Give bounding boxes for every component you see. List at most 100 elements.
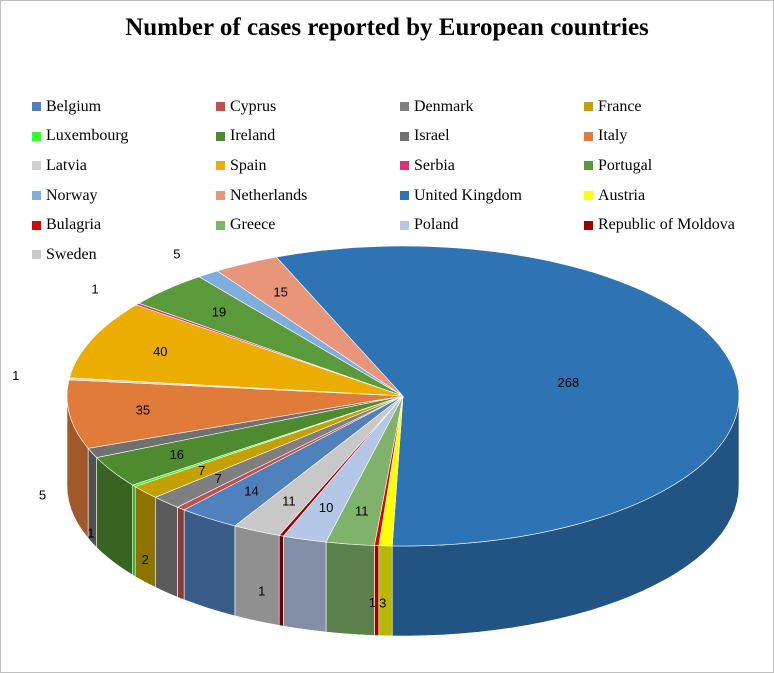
data-label-poland: 10 [319,500,333,515]
data-label-france: 7 [198,463,205,478]
legend-label: Norway [46,186,98,204]
data-label-denmark: 7 [215,471,222,486]
pie-slice-ireland [95,395,404,486]
legend-item-spain: Spain [216,151,400,181]
pie-side-poland [283,535,327,633]
legend-swatch [584,220,593,230]
pie-side-luxembourg [132,484,136,578]
pie-side-sweden [234,525,280,626]
legend-swatch [400,102,409,112]
legend-item-luxembourg: Luxembourg [32,122,216,152]
pie-slice-sweden [234,395,404,536]
legend-label: Israel [414,127,450,145]
pie-sides [66,395,740,637]
legend-item-austria: Austria [584,181,768,211]
legend-label: Serbia [414,156,455,174]
legend-label: Republic of Moldova [598,216,735,234]
data-label-luxembourg: 1 [87,526,94,541]
chart-title: Number of cases reported by European cou… [125,14,649,41]
legend-label: Italy [598,127,628,145]
legend-item-republic-of-moldova: Republic of Moldova [584,210,768,240]
legend-item-denmark: Denmark [400,92,584,122]
legend-label: Portugal [598,156,653,174]
data-label-spain: 40 [153,344,167,359]
pie-side-cyprus [177,506,185,601]
data-label-republic-of-moldova: 1 [258,584,265,599]
legend-label: Greece [230,216,276,234]
legend-swatch [584,191,593,201]
pie-side-belgium [183,509,236,617]
pie-slice-italy [66,379,404,449]
legend-item-france: France [584,92,768,122]
legend-item-israel: Israel [400,122,584,152]
legend-item-netherlands: Netherlands [216,181,400,211]
legend-label: Bulagria [46,216,102,234]
pie-slice-portugal [138,276,404,397]
legend-swatch [400,131,409,141]
pie-side-denmark [155,496,178,598]
data-label-cyprus: 2 [142,552,149,567]
legend-swatch [216,161,225,171]
legend-item-norway: Norway [32,181,216,211]
legend-label: Latvia [46,156,87,174]
legend-swatch [216,191,225,201]
legend-label: Austria [598,186,646,204]
legend-item-serbia: Serbia [400,151,584,181]
pie-slice-spain [69,304,404,397]
pie-slice-belgium [183,395,404,527]
legend-item-cyprus: Cyprus [216,92,400,122]
legend-swatch [32,161,41,171]
data-label-austria: 3 [379,595,386,610]
legend-item-belgium: Belgium [32,92,216,122]
data-label-belgium: 14 [244,484,258,499]
data-label-norway: 5 [173,246,180,261]
legend-swatch [584,131,593,141]
legend-label: Sweden [46,245,97,263]
legend-label: Poland [414,216,459,234]
legend-label: Denmark [414,97,474,115]
data-label-sweden: 11 [282,493,296,508]
legend-item-poland: Poland [400,210,584,240]
legend-label: Netherlands [230,186,308,204]
pie-side-greece [325,541,375,636]
pie-side-republic-of-moldova [278,535,284,627]
legend-label: Luxembourg [46,127,129,145]
legend-item-italy: Italy [584,122,768,152]
legend-item-latvia: Latvia [32,151,216,181]
pie-slice-greece [325,395,404,546]
legend-swatch [216,220,225,230]
data-label-portugal: 19 [212,305,226,320]
legend-item-united-kingdom: United Kingdom [400,181,584,211]
legend-item-bulagria: Bulagria [32,210,216,240]
legend-swatch [216,102,225,112]
pie-side-austria [378,545,393,637]
legend: Belgium Cyprus Denmark France Luxembourg Irel… [32,92,768,270]
legend-label: Ireland [230,127,276,145]
data-label-ireland: 16 [170,447,184,462]
pie-top [66,245,740,547]
legend-label: United Kingdom [414,186,522,204]
legend-item-ireland: Ireland [216,122,400,152]
legend-swatch [216,131,225,141]
legend-swatch [32,220,41,230]
legend-swatch [32,191,41,201]
data-label-greece: 11 [355,504,369,519]
data-label-netherlands: 15 [273,285,287,300]
pie-slice-united-kingdom [275,245,740,547]
legend-swatch [584,102,593,112]
legend-swatch [584,161,593,171]
legend-label: Cyprus [230,97,277,115]
data-label-bulagria: 1 [369,595,376,610]
pie-side-bulagria [374,545,380,636]
legend-swatch [400,191,409,201]
legend-label: Belgium [46,97,102,115]
data-label-latvia: 1 [12,368,19,383]
pie-slice-netherlands [216,256,404,397]
legend-swatch [32,131,41,141]
legend-swatch [32,102,41,112]
legend-item-portugal: Portugal [584,151,768,181]
legend-item-sweden: Sweden [32,240,216,270]
data-label-italy: 35 [136,403,150,418]
